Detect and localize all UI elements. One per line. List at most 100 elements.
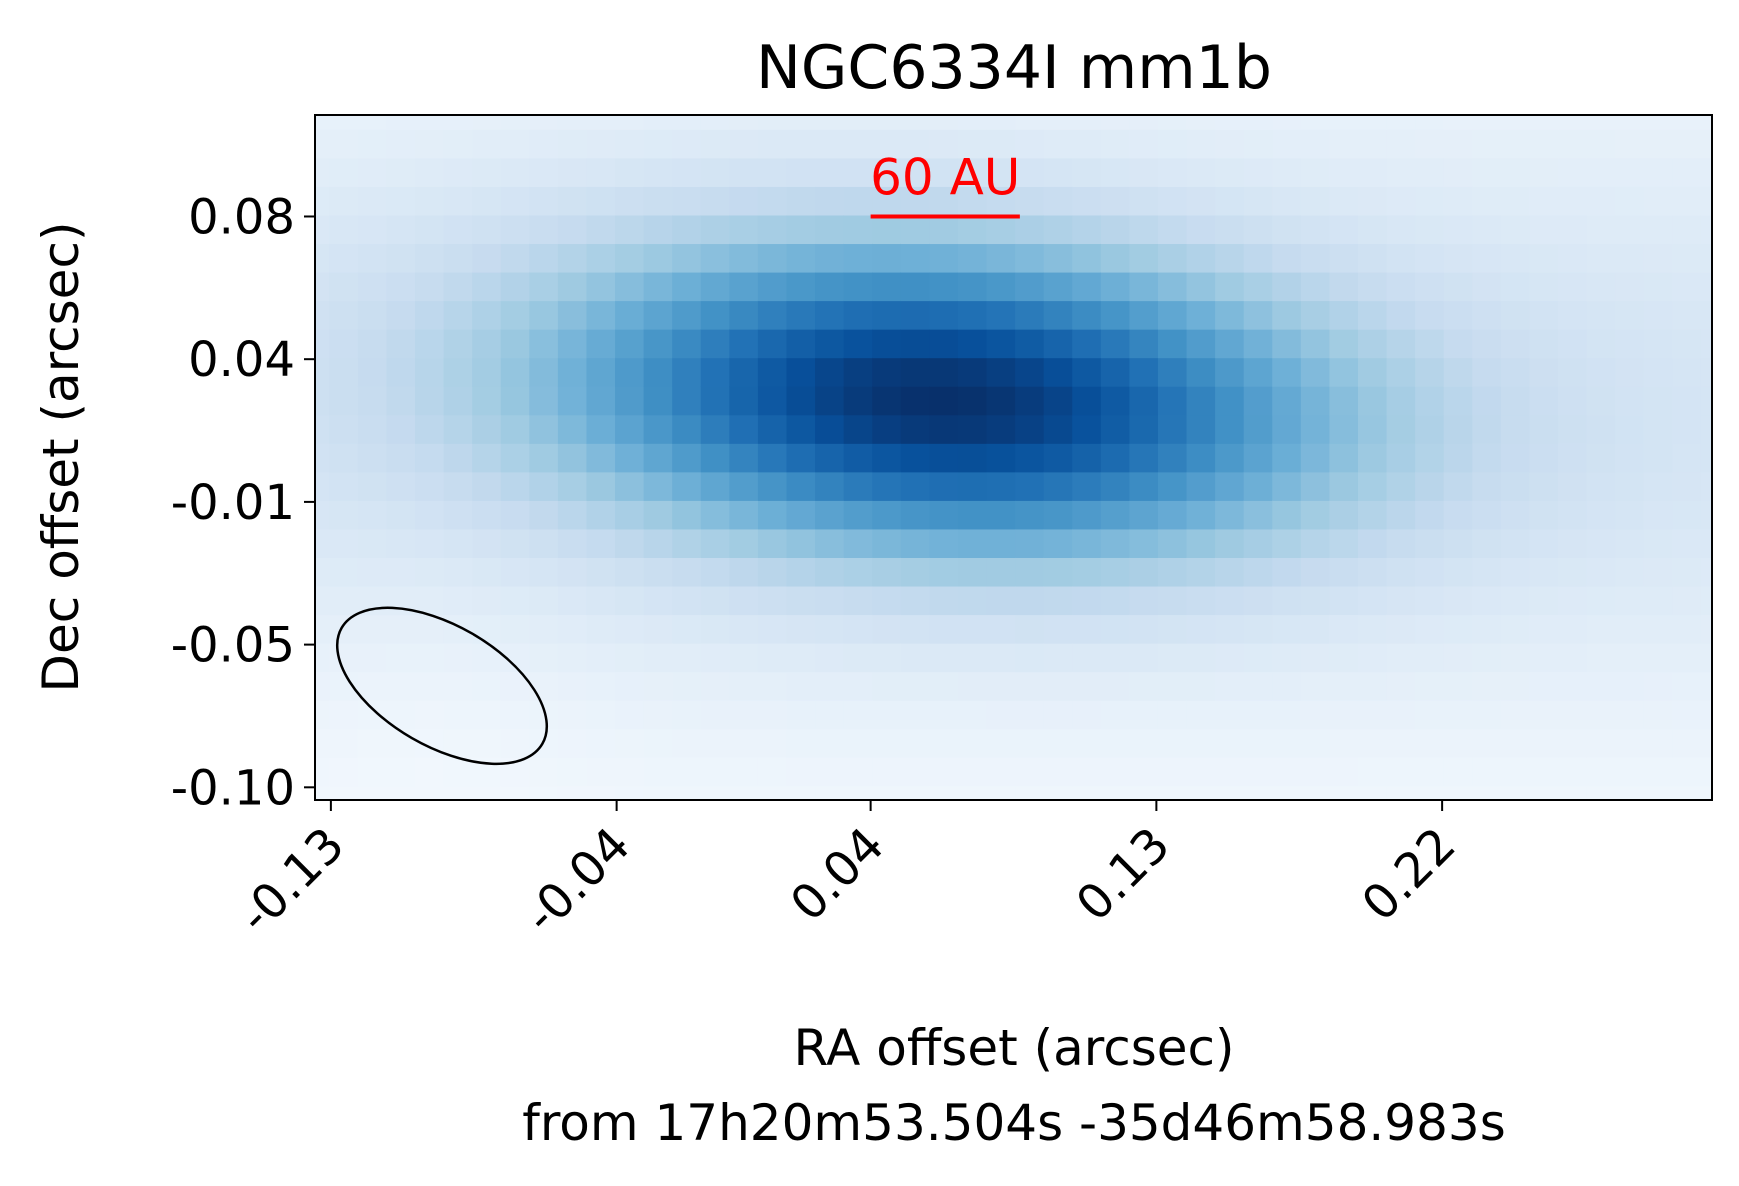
heatmap-pixel [1072,414,1102,444]
heatmap-pixel [1672,728,1702,758]
heatmap-pixel [1186,757,1216,787]
heatmap-pixel [900,728,930,758]
heatmap-pixel [700,700,730,730]
heatmap-pixel [557,785,588,800]
heatmap-pixel [1443,329,1473,359]
heatmap-pixel [929,271,959,302]
heatmap-pixel [672,129,702,159]
heatmap-pixel [1300,785,1331,800]
heatmap-pixel [557,157,588,187]
heatmap-pixel [329,700,359,730]
heatmap-pixel [1672,643,1702,673]
heatmap-pixel [986,443,1016,473]
heatmap-pixel [1386,386,1416,416]
heatmap-pixel [643,157,673,187]
heatmap-pixel [1072,643,1102,673]
heatmap-pixel [1500,300,1531,330]
heatmap-pixel [1243,386,1273,416]
heatmap-pixel [1215,700,1245,730]
heatmap-pixel [1643,557,1673,587]
heatmap-pixel [1415,443,1445,473]
x-tick-label: -0.04 [514,817,641,944]
heatmap-pixel [757,700,788,730]
heatmap-pixel [672,643,702,673]
heatmap-pixel [1700,671,1712,701]
heatmap-pixel [1386,129,1416,159]
heatmap-pixel [986,186,1016,216]
heatmap-pixel [986,357,1016,387]
heatmap-pixel [957,300,988,330]
heatmap-pixel [1643,243,1673,273]
heatmap-pixel [672,115,702,130]
heatmap-pixel [872,500,902,530]
heatmap-pixel [1586,414,1616,444]
heatmap-pixel [386,243,416,273]
heatmap-pixel [1500,214,1531,245]
heatmap-pixel [529,785,559,800]
heatmap-pixel [729,528,759,558]
heatmap-pixel [872,785,902,800]
heatmap-pixel [786,557,816,587]
heatmap-pixel [529,557,559,587]
heatmap-pixel [900,471,930,501]
heatmap-pixel [443,728,473,758]
heatmap-pixel [586,757,616,787]
heatmap-pixel [815,186,845,216]
heatmap-pixel [1443,471,1473,501]
heatmap-pixel [1500,186,1531,216]
heatmap-pixel [672,757,702,787]
heatmap-pixel [1558,386,1588,416]
heatmap-pixel [1215,157,1245,187]
heatmap-pixel [786,500,816,530]
heatmap-pixel [786,386,816,416]
heatmap-pixel [1072,671,1102,701]
heatmap-pixel [643,785,673,800]
heatmap-pixel [557,357,588,387]
heatmap-pixel [672,785,702,800]
heatmap-pixel [1072,329,1102,359]
heatmap-pixel [357,300,388,330]
heatmap-pixel [1300,443,1331,473]
heatmap-pixel [786,528,816,558]
heatmap-pixel [1243,471,1273,501]
heatmap-pixel [757,300,788,330]
heatmap-pixel [415,214,445,245]
heatmap-pixel [729,700,759,730]
heatmap-pixel [500,300,530,330]
heatmap-pixel [386,757,416,787]
heatmap-pixel [1472,214,1502,245]
heatmap-pixel [1186,614,1216,644]
heatmap-pixel [900,386,930,416]
heatmap-pixel [1043,329,1073,359]
heatmap-pixel [557,443,588,473]
heatmap-pixel [529,300,559,330]
heatmap-pixel [329,115,359,130]
heatmap-pixel [529,471,559,501]
heatmap-pixel [1615,443,1645,473]
heatmap-pixel [1043,357,1073,387]
heatmap-pixel [1357,528,1388,558]
heatmap-pixel [443,129,473,159]
heatmap-pixel [1215,243,1245,273]
heatmap-pixel [615,671,645,701]
heatmap-pixel [1243,186,1273,216]
heatmap-pixel [1129,557,1159,587]
heatmap-pixel [1672,785,1702,800]
heatmap-pixel [986,157,1016,187]
heatmap-pixel [1386,271,1416,302]
heatmap-pixel [1415,72,1444,101]
heatmap-pixel [472,115,502,130]
heatmap-pixel [1586,528,1616,558]
heatmap-pixel [1015,300,1045,330]
heatmap-pixel [557,300,588,330]
heatmap-pixel [1072,557,1102,587]
heatmap-pixel [1672,614,1702,644]
heatmap-pixel [1643,357,1673,387]
heatmap-pixel [1643,500,1673,530]
heatmap-pixel [1300,585,1331,616]
heatmap-pixel [872,271,902,302]
heatmap-pixel [1272,700,1302,730]
heatmap-pixel [1529,614,1559,644]
heatmap-pixel [357,671,388,701]
